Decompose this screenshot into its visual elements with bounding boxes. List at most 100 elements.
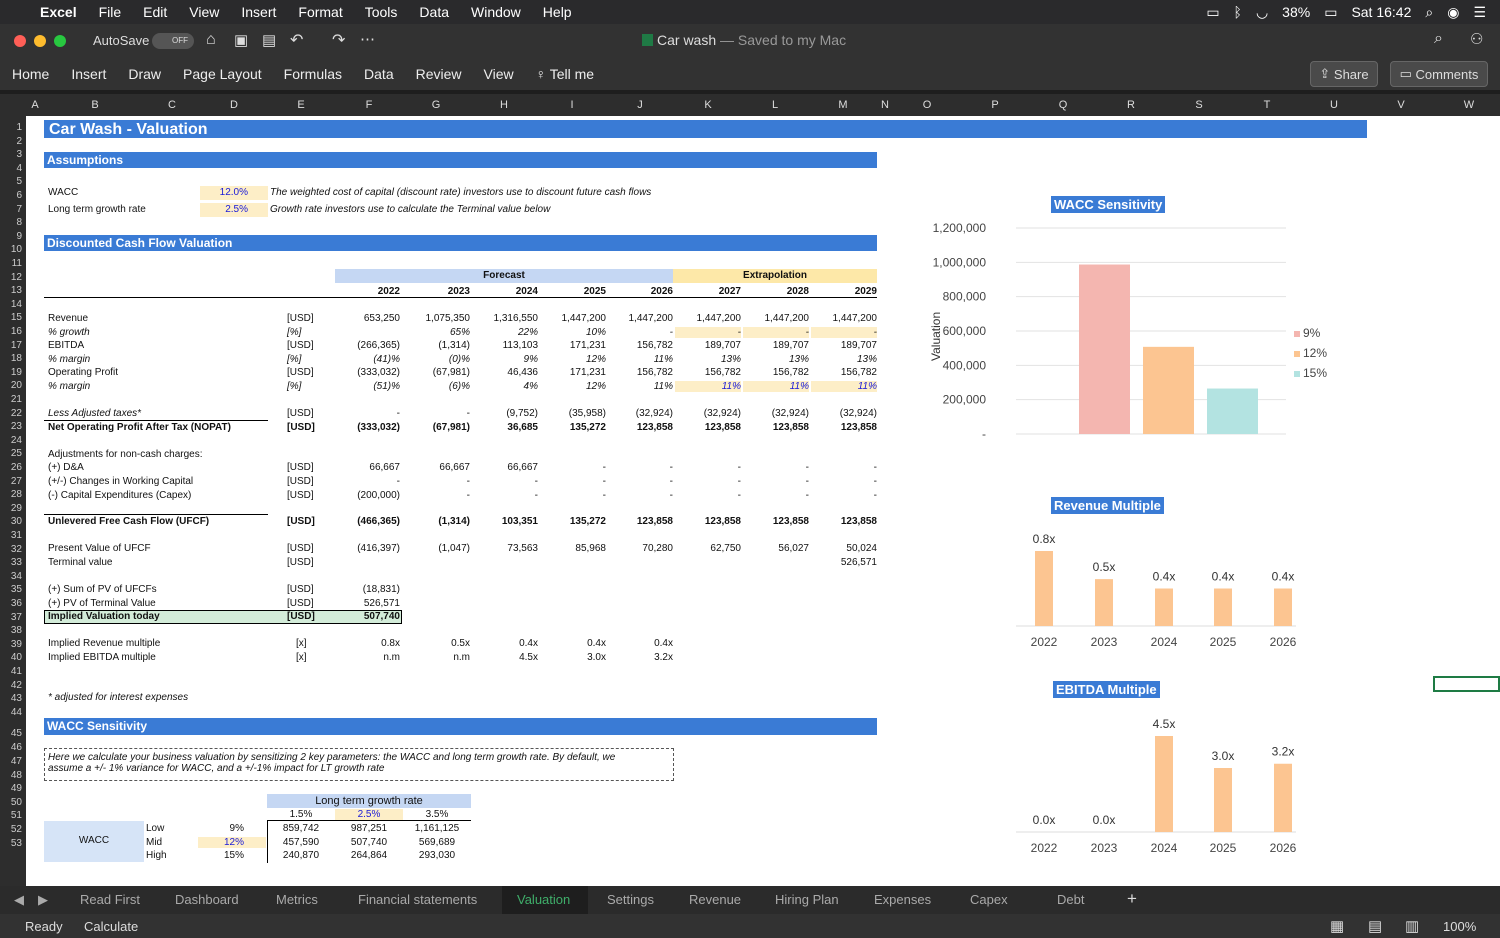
row-header-53[interactable]: 53: [10, 837, 22, 849]
row-header-7[interactable]: 7: [16, 203, 22, 215]
row-header-32[interactable]: 32: [10, 543, 22, 555]
sheet-tab-capex[interactable]: Capex: [970, 892, 1008, 907]
column-header-i[interactable]: I: [570, 99, 574, 111]
row-header-10[interactable]: 10: [10, 244, 22, 256]
row-header-6[interactable]: 6: [16, 190, 22, 201]
siri-icon[interactable]: ◉: [1447, 3, 1460, 20]
row-header-4[interactable]: 4: [16, 162, 22, 174]
normal-view-icon[interactable]: ▦: [1330, 918, 1345, 935]
row-header-34[interactable]: 34: [10, 570, 22, 582]
row-header-44[interactable]: 44: [10, 706, 22, 718]
clock[interactable]: Sat 16:42: [1351, 4, 1412, 20]
row-header-33[interactable]: 33: [10, 557, 22, 569]
zoom-window-button[interactable]: [54, 35, 66, 47]
tab-formulas[interactable]: Formulas: [283, 66, 343, 82]
row-header-48[interactable]: 48: [10, 769, 22, 781]
minimize-window-button[interactable]: [34, 35, 46, 47]
sheet-tab-dashboard[interactable]: Dashboard: [175, 892, 239, 907]
selected-cell[interactable]: [1433, 676, 1500, 692]
account-icon[interactable]: ⚇: [1470, 31, 1484, 48]
column-header-e[interactable]: E: [297, 99, 305, 111]
row-header-41[interactable]: 41: [10, 666, 22, 677]
scroll-left-icon[interactable]: ◀: [14, 892, 24, 907]
add-sheet-icon[interactable]: +: [1127, 889, 1137, 908]
row-header-12[interactable]: 12: [10, 271, 22, 283]
tab-insert[interactable]: Insert: [71, 66, 107, 82]
row-header-13[interactable]: 13: [10, 285, 22, 297]
column-header-g[interactable]: G: [431, 99, 441, 111]
ebitda-multiple-chart[interactable]: 0.0x 2022 0.0x 2023 4.5x 2024 3.0x 2025 3.2x 2026: [986, 706, 1296, 856]
row-header-30[interactable]: 30: [10, 516, 22, 528]
row-header-31[interactable]: 31: [10, 530, 22, 541]
row-header-8[interactable]: 8: [16, 217, 22, 229]
wifi-icon[interactable]: ◡: [1255, 3, 1269, 20]
row-headers[interactable]: 1 2 3 4 5 6 7 8 9 10 11 12 13 14 15 16 17 18 19 20 21 22 23 24 2…: [0, 116, 26, 886]
tab-home[interactable]: Home: [12, 66, 50, 82]
column-header-o[interactable]: O: [922, 99, 932, 111]
column-header-q[interactable]: Q: [1058, 99, 1068, 111]
column-header-d[interactable]: D: [230, 99, 238, 111]
column-header-a[interactable]: A: [31, 99, 39, 111]
tab-page-layout[interactable]: Page Layout: [183, 66, 262, 82]
share-button[interactable]: ⇪ Share: [1310, 61, 1378, 87]
menu-format[interactable]: Format: [298, 4, 343, 20]
column-header-k[interactable]: K: [704, 99, 712, 111]
row-header-38[interactable]: 38: [10, 625, 22, 637]
column-header-m[interactable]: M: [838, 99, 848, 111]
column-header-b[interactable]: B: [91, 99, 99, 111]
row-header-50[interactable]: 50: [10, 796, 22, 808]
tell-me[interactable]: ♀ Tell me: [535, 66, 595, 82]
row-header-46[interactable]: 46: [10, 742, 22, 754]
page-break-view-icon[interactable]: ▥: [1405, 918, 1420, 935]
row-header-19[interactable]: 19: [10, 366, 22, 378]
scroll-right-icon[interactable]: ▶: [38, 892, 48, 907]
row-header-2[interactable]: 2: [16, 135, 22, 147]
row-header-18[interactable]: 18: [10, 353, 22, 365]
column-header-f[interactable]: F: [365, 99, 373, 111]
row-header-17[interactable]: 17: [10, 339, 22, 351]
row-header-25[interactable]: 25: [10, 448, 22, 460]
row-header-39[interactable]: 39: [10, 638, 22, 650]
row-header-45[interactable]: 45: [10, 728, 22, 740]
row-header-15[interactable]: 15: [10, 312, 22, 324]
wacc-input[interactable]: 12.0%: [200, 186, 268, 200]
column-header-c[interactable]: C: [168, 99, 176, 111]
row-header-36[interactable]: 36: [10, 598, 22, 609]
row-header-27[interactable]: 27: [10, 475, 22, 487]
search-icon[interactable]: ⌕: [1434, 30, 1443, 47]
revenue-multiple-chart[interactable]: 0.8x 2022 0.5x 2023 0.4x 2024 0.4x 2025 0.4x 2026: [986, 521, 1296, 656]
column-header-p[interactable]: P: [991, 99, 999, 111]
sheet-tab-settings[interactable]: Settings: [607, 892, 654, 907]
column-header-w[interactable]: W: [1463, 99, 1475, 111]
sheet-tab-read-first[interactable]: Read First: [80, 892, 140, 907]
column-header-s[interactable]: S: [1195, 99, 1203, 111]
close-window-button[interactable]: [14, 35, 26, 47]
sheet-tab-revenue[interactable]: Revenue: [689, 892, 742, 907]
column-header-n[interactable]: N: [881, 99, 889, 111]
battery-icon[interactable]: ▭: [1324, 3, 1338, 20]
document-title[interactable]: Car wash — Saved to my Mac: [642, 32, 846, 48]
sheet-tab-metrics[interactable]: Metrics: [276, 892, 318, 907]
app-menu[interactable]: Excel: [40, 4, 77, 20]
row-header-5[interactable]: 5: [16, 176, 22, 188]
column-header-l[interactable]: L: [771, 99, 779, 111]
row-header-26[interactable]: 26: [10, 462, 22, 473]
menu-tools[interactable]: Tools: [364, 4, 398, 20]
search-icon[interactable]: ⌕: [1425, 3, 1434, 20]
row-header-14[interactable]: 14: [10, 298, 22, 310]
column-header-t[interactable]: T: [1263, 99, 1271, 111]
menu-data[interactable]: Data: [419, 4, 449, 20]
sheet-tab-hiring-plan[interactable]: Hiring Plan: [775, 892, 839, 907]
comments-button[interactable]: ▭ Comments: [1390, 61, 1488, 87]
row-header-52[interactable]: 52: [10, 824, 22, 835]
row-header-23[interactable]: 23: [10, 421, 22, 433]
row-header-22[interactable]: 22: [10, 407, 22, 419]
home-icon[interactable]: ⌂: [206, 31, 216, 48]
page-layout-view-icon[interactable]: ▤: [1368, 918, 1383, 935]
column-header-j[interactable]: J: [637, 99, 643, 111]
wacc-sensitivity-chart[interactable]: 1,200,000 1,000,000 800,000 600,000 400,000 2…: [896, 216, 1316, 446]
row-header-9[interactable]: 9: [16, 230, 22, 242]
tab-review[interactable]: Review: [415, 66, 462, 82]
row-header-49[interactable]: 49: [10, 783, 22, 795]
ltg-input[interactable]: 2.5%: [200, 203, 268, 217]
